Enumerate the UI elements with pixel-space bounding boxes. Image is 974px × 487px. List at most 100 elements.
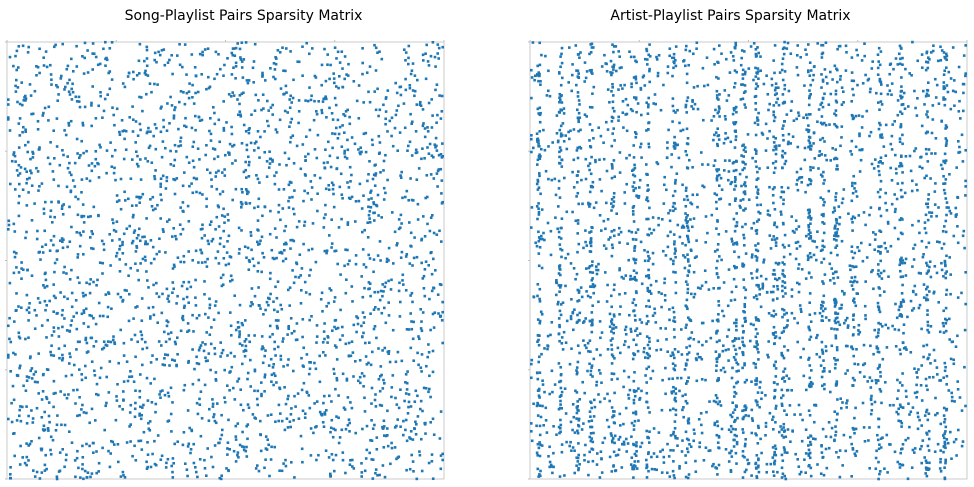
nonzero-point: [538, 172, 541, 175]
nonzero-point: [92, 205, 96, 209]
nonzero-point: [56, 414, 59, 417]
nonzero-point: [876, 347, 880, 350]
nonzero-point: [189, 451, 192, 455]
nonzero-point: [569, 440, 572, 444]
nonzero-point: [869, 130, 873, 134]
nonzero-point: [297, 99, 301, 102]
nonzero-point: [118, 130, 121, 134]
nonzero-point: [221, 273, 225, 277]
nonzero-point: [49, 209, 53, 212]
nonzero-point: [441, 142, 444, 145]
nonzero-point: [313, 74, 317, 78]
nonzero-point: [132, 213, 135, 217]
nonzero-point: [312, 431, 315, 435]
nonzero-point: [674, 392, 678, 395]
nonzero-point: [537, 252, 541, 255]
nonzero-point: [574, 277, 577, 281]
nonzero-point: [876, 272, 880, 276]
nonzero-point: [173, 192, 177, 196]
nonzero-point: [34, 370, 37, 374]
nonzero-point: [408, 140, 412, 144]
nonzero-point: [834, 148, 837, 151]
nonzero-point: [821, 44, 825, 47]
nonzero-point: [943, 361, 947, 365]
nonzero-point: [550, 465, 554, 468]
nonzero-point: [132, 70, 135, 74]
nonzero-point: [280, 469, 284, 473]
nonzero-point: [255, 397, 259, 401]
nonzero-point: [326, 63, 329, 66]
nonzero-point: [562, 112, 566, 115]
nonzero-point: [559, 247, 562, 251]
nonzero-point: [640, 389, 643, 393]
nonzero-point: [841, 401, 844, 404]
nonzero-point: [357, 117, 361, 120]
nonzero-point: [145, 64, 149, 68]
nonzero-point: [539, 415, 543, 419]
nonzero-point: [736, 380, 740, 384]
nonzero-point: [621, 87, 624, 90]
nonzero-point: [273, 257, 276, 261]
nonzero-point: [717, 168, 720, 171]
nonzero-point: [715, 75, 718, 79]
nonzero-point: [654, 321, 658, 324]
nonzero-point: [714, 350, 718, 353]
nonzero-point: [939, 45, 942, 49]
nonzero-point: [361, 248, 365, 251]
nonzero-point: [581, 380, 584, 384]
nonzero-point: [772, 470, 775, 473]
nonzero-point: [214, 378, 218, 381]
nonzero-point: [944, 276, 948, 280]
nonzero-point: [194, 278, 197, 282]
nonzero-point: [232, 143, 236, 147]
nonzero-point: [799, 307, 803, 311]
nonzero-point: [899, 275, 903, 279]
nonzero-point: [861, 115, 864, 118]
nonzero-point: [386, 444, 390, 448]
nonzero-point: [686, 96, 690, 99]
nonzero-point: [115, 220, 119, 223]
nonzero-point: [25, 293, 29, 297]
nonzero-point: [618, 267, 621, 270]
nonzero-point: [27, 45, 30, 49]
nonzero-point: [876, 250, 880, 253]
nonzero-point: [588, 123, 592, 126]
nonzero-point: [138, 72, 141, 75]
nonzero-point: [345, 73, 348, 76]
nonzero-point: [622, 343, 626, 347]
nonzero-point: [121, 243, 124, 247]
nonzero-point: [153, 377, 156, 381]
nonzero-point: [218, 192, 222, 196]
nonzero-point: [35, 74, 38, 77]
nonzero-point: [349, 180, 352, 183]
nonzero-point: [113, 166, 116, 170]
nonzero-point: [402, 102, 406, 105]
nonzero-point: [696, 205, 699, 209]
nonzero-point: [90, 336, 94, 340]
nonzero-point: [364, 265, 368, 269]
nonzero-point: [547, 69, 550, 73]
nonzero-point: [423, 157, 426, 160]
nonzero-point: [65, 396, 69, 400]
nonzero-point: [930, 152, 933, 155]
nonzero-point: [289, 94, 292, 98]
nonzero-point: [942, 414, 946, 417]
nonzero-point: [324, 354, 327, 357]
nonzero-point: [611, 100, 615, 104]
nonzero-point: [62, 271, 65, 274]
nonzero-point: [133, 444, 136, 448]
nonzero-point: [741, 97, 745, 101]
nonzero-point: [539, 310, 543, 314]
nonzero-point: [144, 73, 148, 76]
nonzero-point: [806, 254, 810, 258]
nonzero-point: [121, 82, 125, 85]
nonzero-point: [656, 162, 660, 166]
nonzero-point: [879, 50, 883, 53]
nonzero-point: [877, 269, 880, 272]
nonzero-point: [274, 374, 277, 378]
nonzero-point: [850, 345, 853, 348]
nonzero-point: [350, 173, 353, 177]
nonzero-point: [877, 263, 880, 266]
nonzero-point: [174, 342, 177, 346]
nonzero-point: [75, 44, 78, 48]
